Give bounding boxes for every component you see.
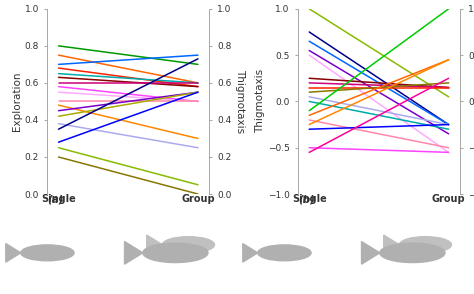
Y-axis label: Exploration: Exploration <box>12 72 22 131</box>
Text: Single: Single <box>41 194 76 204</box>
Y-axis label: Thigmotaxis: Thigmotaxis <box>235 69 245 133</box>
Text: Single: Single <box>292 194 327 204</box>
Y-axis label: Thigmotaxis: Thigmotaxis <box>255 69 265 133</box>
Text: Group: Group <box>181 194 215 204</box>
Text: (b): (b) <box>298 194 315 204</box>
Text: (a): (a) <box>47 194 64 204</box>
Text: Group: Group <box>432 194 465 204</box>
